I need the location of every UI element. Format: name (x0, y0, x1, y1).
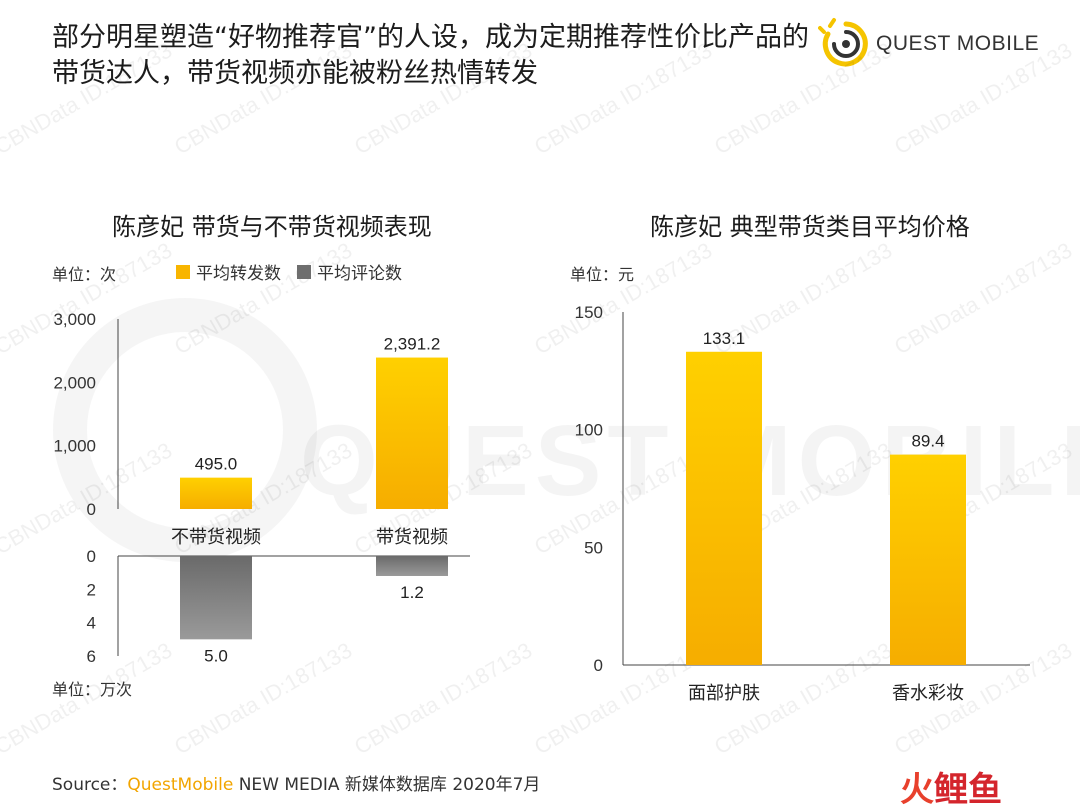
left-chart-legend: 平均转发数 平均评论数 (176, 259, 418, 284)
source-rest: NEW MEDIA 新媒体数据库 2020年7月 (238, 775, 541, 795)
forwards-bar (180, 477, 252, 509)
top-y-tick-label: 1,000 (53, 437, 96, 456)
top-y-tick-label: 3,000 (53, 310, 96, 329)
left-category-label: 带货视频 (376, 527, 448, 547)
legend-label-forwards: 平均转发数 (196, 264, 281, 284)
comments-bar (376, 556, 448, 576)
left-chart-unit-bottom: 单位：万次 (52, 680, 133, 699)
comments-value-label: 5.0 (204, 646, 228, 665)
logo-text: QUEST MOBILE (876, 32, 1040, 55)
page-headline: 部分明星塑造“好物推荐官”的人设，成为定期推荐性价比产品的带货达人，带货视频亦能… (52, 22, 809, 89)
corner-brand-logo: 火鲤鱼 (900, 762, 1002, 811)
bottom-y-tick-label: 6 (87, 647, 96, 666)
legend-label-comments: 平均评论数 (317, 264, 402, 284)
left-chart-title: 陈彦妃 带货与不带货视频表现 (112, 213, 432, 241)
left-category-label: 不带货视频 (171, 527, 261, 547)
questmobile-logo-icon (818, 18, 868, 67)
price-bar (890, 454, 966, 665)
legend-swatch-forwards (176, 264, 190, 279)
top-y-tick-label: 2,000 (53, 373, 96, 392)
top-y-tick-label: 0 (87, 500, 96, 519)
forwards-value-label: 2,391.2 (384, 335, 441, 354)
right-chart-title: 陈彦妃 典型带货类目平均价格 (650, 213, 970, 241)
price-bar (686, 351, 762, 665)
bottom-y-tick-label: 4 (87, 614, 96, 633)
bottom-y-tick-label: 2 (87, 580, 96, 599)
right-y-tick-label: 150 (575, 303, 603, 322)
forwards-value-label: 495.0 (195, 455, 238, 474)
legend-swatch-comments (297, 264, 311, 279)
price-value-label: 133.1 (703, 329, 746, 348)
right-category-label: 面部护肤 (688, 683, 760, 703)
source-note: Source：QuestMobile NEW MEDIA 新媒体数据库 2020… (52, 770, 540, 795)
price-value-label: 89.4 (911, 432, 944, 451)
left-chart-unit-top: 单位：次 (52, 265, 117, 284)
right-y-tick-label: 0 (594, 656, 603, 675)
source-brand: QuestMobile (127, 775, 234, 795)
right-chart-unit: 单位：元 (570, 265, 635, 284)
corner-brand-part2: 鲤鱼 (934, 770, 1002, 810)
corner-brand-part1: 火 (900, 770, 934, 810)
questmobile-logo: QUEST MOBILE (818, 16, 1040, 76)
comments-bar (180, 556, 252, 640)
source-prefix: Source： (52, 775, 128, 795)
right-y-tick-label: 50 (584, 538, 603, 557)
right-y-tick-label: 100 (575, 421, 603, 440)
right-category-label: 香水彩妆 (892, 683, 964, 703)
legend-item-forwards: 平均转发数 (176, 259, 281, 284)
comments-value-label: 1.2 (400, 583, 424, 602)
legend-item-comments: 平均评论数 (297, 259, 402, 284)
forwards-bar (376, 357, 448, 509)
bottom-y-tick-label: 0 (87, 547, 96, 566)
